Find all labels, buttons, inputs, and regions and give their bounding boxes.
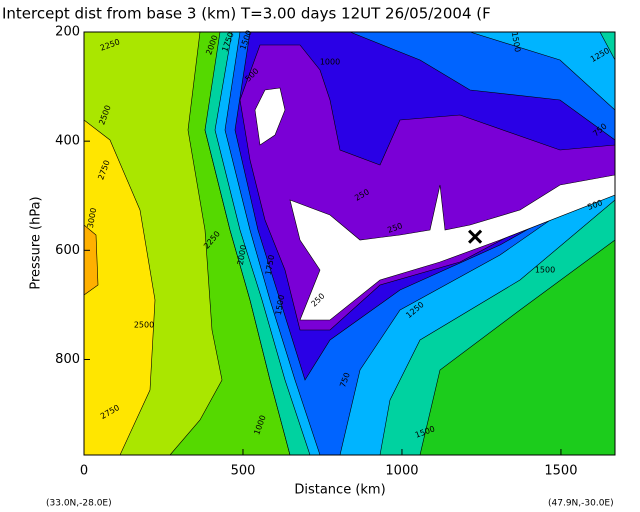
y-tick-label: 200 — [55, 25, 80, 40]
chart-title: Intercept dist from base 3 (km) T=3.00 d… — [2, 5, 491, 23]
x-tick-label: 500 — [231, 464, 256, 479]
contour-label: 1500 — [535, 266, 555, 275]
x-tick-label: 0 — [80, 464, 88, 479]
x-axis-label: Distance (km) — [294, 483, 385, 498]
marker — [468, 229, 483, 244]
fill-region — [254, 87, 286, 146]
y-tick-label: 600 — [55, 243, 80, 258]
x-tick-label: 1500 — [544, 464, 577, 479]
y-tick-label: 800 — [55, 352, 80, 367]
contour-label: 1750 — [264, 254, 276, 276]
plot-frame — [83, 31, 616, 456]
contour-label: 1500 — [274, 294, 286, 316]
contour-label: 1000 — [320, 58, 340, 67]
contour-label: 3000 — [86, 207, 98, 229]
y-axis-label: Pressure (hPa) — [29, 196, 44, 289]
contour-fills — [84, 32, 615, 455]
fill-region — [289, 174, 615, 321]
contour-label: 1500 — [510, 31, 522, 53]
corner-label: (33.0N,-28.0E) — [46, 499, 112, 509]
contour-label: 2000 — [236, 244, 248, 266]
x-tick-label: 1000 — [385, 464, 418, 479]
y-tick-label: 400 — [55, 134, 80, 149]
fill-region — [84, 119, 156, 455]
fill-region — [84, 224, 99, 296]
corner-label: (47.9N,-30.0E) — [548, 499, 614, 509]
contour-label: 2500 — [134, 321, 154, 330]
